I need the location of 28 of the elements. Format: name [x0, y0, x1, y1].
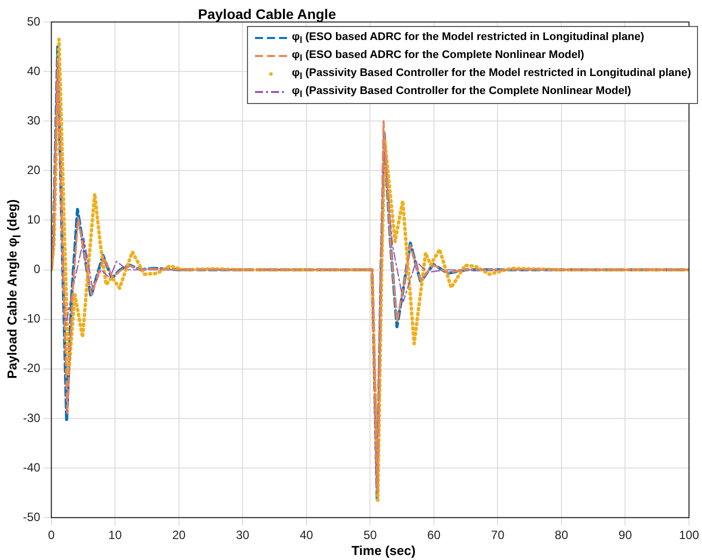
- y-tick-label: -40: [23, 460, 41, 474]
- chart-title: Payload Cable Angle: [197, 6, 337, 22]
- y-tick-label: 10: [26, 212, 41, 227]
- x-tick-label: 10: [108, 528, 122, 542]
- y-tick-label: 20: [26, 162, 41, 177]
- y-tick-label: 30: [26, 113, 41, 128]
- legend-label: φ$_{l}$ (Passivity Based Controller for the Complete Nonlinear Model): [292, 84, 632, 100]
- y-tick-label: -10: [23, 312, 41, 326]
- y-tick-label: 50: [26, 14, 41, 28]
- x-tick-label: 80: [554, 528, 568, 542]
- legend-label: φ$_{l}$ (Passivity Based Controller for the Model restricted in Longitudinal plane): [292, 66, 691, 82]
- x-tick-label: 0: [48, 528, 55, 542]
- y-tick-label: 0: [34, 262, 41, 276]
- legend-label: φ$_{l}$ (ESO based ADRC for the Complete Nonlinear Model): [292, 48, 584, 64]
- y-tick-label: -20: [23, 361, 41, 376]
- legend-label: φ$_{l}$ (ESO based ADRC for the Model restricted in Longitudinal plane): [292, 30, 644, 46]
- x-tick-label: 100: [678, 528, 700, 542]
- y-tick-label: 40: [26, 64, 41, 78]
- y-tick-label: -30: [23, 410, 41, 425]
- x-tick-label: 50: [363, 528, 378, 542]
- x-tick-label: 60: [427, 528, 441, 542]
- x-tick-label: 30: [236, 528, 250, 542]
- x-tick-label: 70: [491, 528, 505, 542]
- x-tick-label: 90: [618, 528, 632, 542]
- x-axis-title: Time (sec): [350, 543, 417, 558]
- y-tick-label: -50: [23, 510, 41, 524]
- x-tick-label: 20: [172, 528, 186, 542]
- x-tick-label: 40: [300, 528, 314, 542]
